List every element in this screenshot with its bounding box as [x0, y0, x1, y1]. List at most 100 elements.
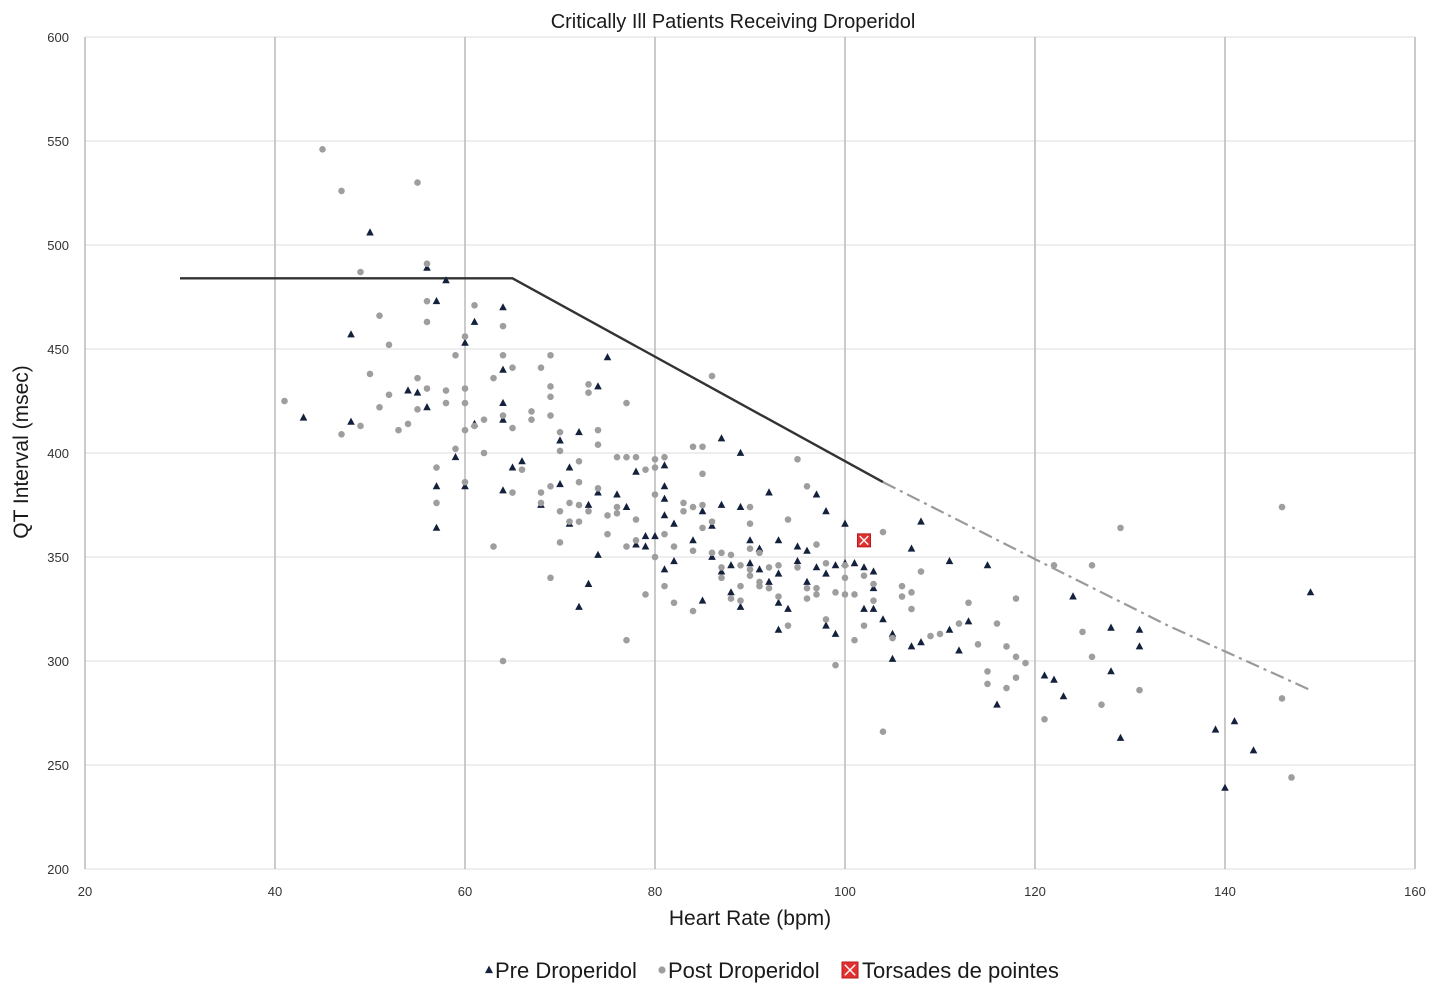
pre-droperidol-point	[461, 482, 469, 490]
post-droperidol-point	[642, 466, 649, 473]
post-droperidol-point	[490, 374, 497, 382]
post-droperidol-point	[984, 668, 991, 675]
pre-droperidol-point	[698, 507, 707, 515]
pre-droperidol-point	[1230, 717, 1239, 725]
pre-droperidol-point	[660, 461, 669, 469]
post-droperidol-point	[651, 464, 659, 471]
post-droperidol-point	[556, 507, 564, 515]
post-droperidol-point	[813, 541, 820, 548]
pre-droperidol-point	[879, 615, 887, 623]
torsades-cross-b	[844, 964, 856, 976]
post-droperidol-point	[509, 489, 516, 496]
post-droperidol-point	[699, 501, 706, 509]
post-droperidol-point	[623, 453, 630, 461]
pre-droperidol-point	[869, 584, 878, 592]
post-droperidol-point	[870, 580, 877, 588]
post-droperidol-point	[480, 449, 488, 457]
post-droperidol-point	[993, 620, 1001, 627]
y-axis-label: QT Interval (msec)	[10, 365, 33, 538]
post-droperidol-point	[414, 374, 421, 382]
post-droperidol-point	[547, 351, 554, 359]
pre-droperidol-point	[651, 532, 659, 540]
pre-droperidol-point	[964, 617, 973, 625]
post-droperidol-point	[604, 530, 611, 538]
pre-droperidol-point	[670, 557, 678, 565]
post-droperidol-point	[537, 499, 545, 507]
post-droperidol-point	[737, 582, 744, 590]
pre-droperidol-point	[1059, 692, 1068, 700]
pre-droperidol-point	[860, 604, 868, 612]
pre-droperidol-point	[993, 700, 1001, 708]
post-droperidol-point	[499, 351, 507, 359]
post-droperidol-point	[822, 559, 830, 567]
pre-droperidol-point	[432, 482, 441, 490]
post-droperidol-point	[537, 489, 545, 496]
post-droperidol-point	[860, 572, 868, 580]
pre-droperidol-point	[746, 559, 754, 567]
pre-droperidol-point	[765, 577, 773, 585]
post-droperidol-point	[908, 605, 915, 613]
torsades-cross-b	[859, 535, 869, 546]
post-droperidol-point	[1012, 653, 1020, 661]
post-droperidol-point	[737, 562, 744, 569]
post-droperidol-point	[708, 518, 716, 525]
pre-droperidol-point	[584, 579, 593, 587]
post-droperidol-point	[575, 478, 583, 486]
post-droperidol-point	[1022, 659, 1029, 667]
post-droperidol-point	[547, 383, 554, 390]
post-droperidol-point	[499, 412, 507, 419]
post-droperidol-point	[1003, 643, 1010, 650]
post-droperidol-point	[689, 443, 697, 451]
post-droperidol-point	[917, 568, 925, 575]
pre-droperidol-point	[774, 536, 783, 544]
post-droperidol-point	[727, 595, 735, 602]
post-droperidol-point	[547, 482, 554, 490]
x-tick-label: 120	[1024, 884, 1046, 899]
post-droperidol-point	[984, 680, 991, 688]
post-droperidol-point	[585, 389, 592, 396]
x-tick-label: 80	[648, 884, 662, 899]
post-droperidol-point	[404, 420, 412, 428]
pre-droperidol-point	[822, 621, 830, 629]
post-droperidol-point	[423, 297, 431, 305]
post-droperidol-point	[936, 630, 944, 638]
pre-droperidol-point	[613, 490, 621, 498]
post-droperidol-point	[813, 584, 820, 592]
pre-droperidol-point	[860, 563, 868, 571]
post-droperidol-point	[594, 441, 602, 448]
post-droperidol-point	[385, 341, 393, 349]
pre-droperidol-point	[917, 517, 925, 525]
pre-droperidol-point	[461, 338, 469, 346]
post-droperidol-point	[452, 445, 459, 453]
post-droperidol-point	[651, 455, 659, 463]
pre-droperidol-point	[565, 463, 574, 471]
pre-droperidol-point	[1135, 625, 1144, 633]
post-droperidol-point	[642, 591, 649, 598]
post-droperidol-point	[670, 599, 678, 607]
post-droperidol-point	[594, 426, 602, 434]
pre-droperidol-point	[831, 629, 840, 637]
post-droperidol-point	[632, 537, 640, 544]
pre-droperidol-point	[1116, 733, 1125, 741]
post-droperidol-point	[575, 518, 583, 525]
pre-droperidol-point	[556, 480, 564, 488]
post-droperidol-point	[319, 146, 326, 153]
post-droperidol-point	[927, 632, 934, 640]
post-droperidol-point	[518, 466, 526, 473]
post-droperidol-point	[499, 322, 507, 330]
legend-item: Pre Droperidol	[485, 958, 637, 983]
post-droperidol-point	[423, 318, 431, 326]
post-droperidol-point	[870, 597, 877, 604]
post-droperidol-point	[841, 574, 849, 582]
pre-droperidol-point	[831, 561, 840, 569]
legend-item: Torsades de pointes	[841, 958, 1059, 983]
pre-droperidol-point	[727, 561, 735, 569]
pre-droperidol-point	[584, 500, 593, 508]
post-droperidol-point	[708, 372, 716, 380]
x-tick-label: 20	[78, 884, 92, 899]
x-tick-label: 60	[458, 884, 472, 899]
post-droperidol-point	[566, 499, 573, 507]
post-droperidol-point	[566, 518, 573, 525]
pre-droperidol-point	[727, 588, 735, 596]
